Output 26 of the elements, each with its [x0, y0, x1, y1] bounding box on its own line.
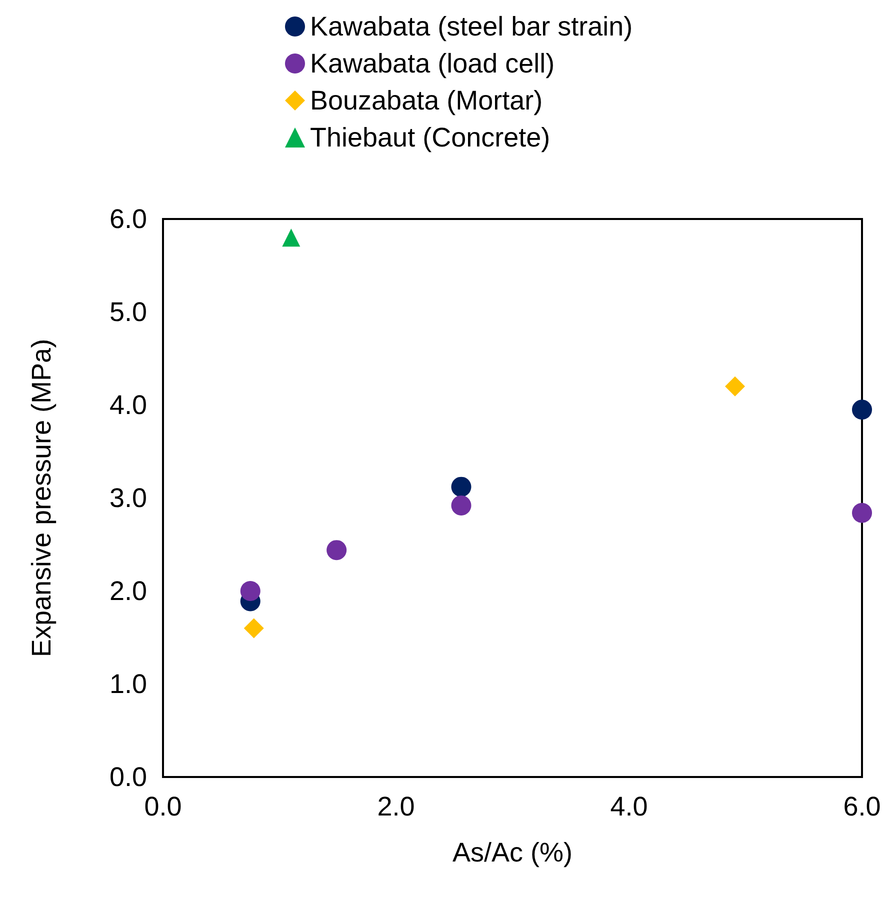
y-tick-label: 2.0: [109, 576, 147, 606]
point: [240, 581, 260, 601]
point: [244, 618, 264, 638]
point: [852, 400, 872, 420]
legend-label: Kawabata (load cell): [310, 48, 555, 78]
y-axis-title: Expansive pressure (MPa): [26, 338, 56, 658]
y-tick-label: 4.0: [109, 390, 147, 420]
x-tick-label: 0.0: [144, 792, 182, 822]
point: [725, 376, 746, 396]
x-tick-label: 6.0: [843, 792, 881, 822]
x-tick-label: 2.0: [377, 792, 415, 822]
y-tick-label: 0.0: [109, 762, 147, 792]
y-tick-label: 3.0: [109, 483, 147, 513]
y-tick-label: 6.0: [109, 204, 147, 234]
legend-label: Thiebaut (Concrete): [310, 122, 550, 152]
legend-label: Bouzabata (Mortar): [310, 86, 543, 116]
point: [852, 502, 872, 523]
y-tick-label: 1.0: [109, 669, 147, 699]
x-axis-title: As/Ac (%): [452, 838, 573, 868]
point: [451, 476, 472, 497]
legend-label: Kawabata (steel bar strain): [310, 12, 633, 42]
point: [326, 540, 347, 560]
point: [451, 495, 472, 516]
x-tick-label: 4.0: [610, 792, 648, 822]
y-tick-label: 5.0: [109, 297, 147, 327]
point: [282, 228, 300, 247]
